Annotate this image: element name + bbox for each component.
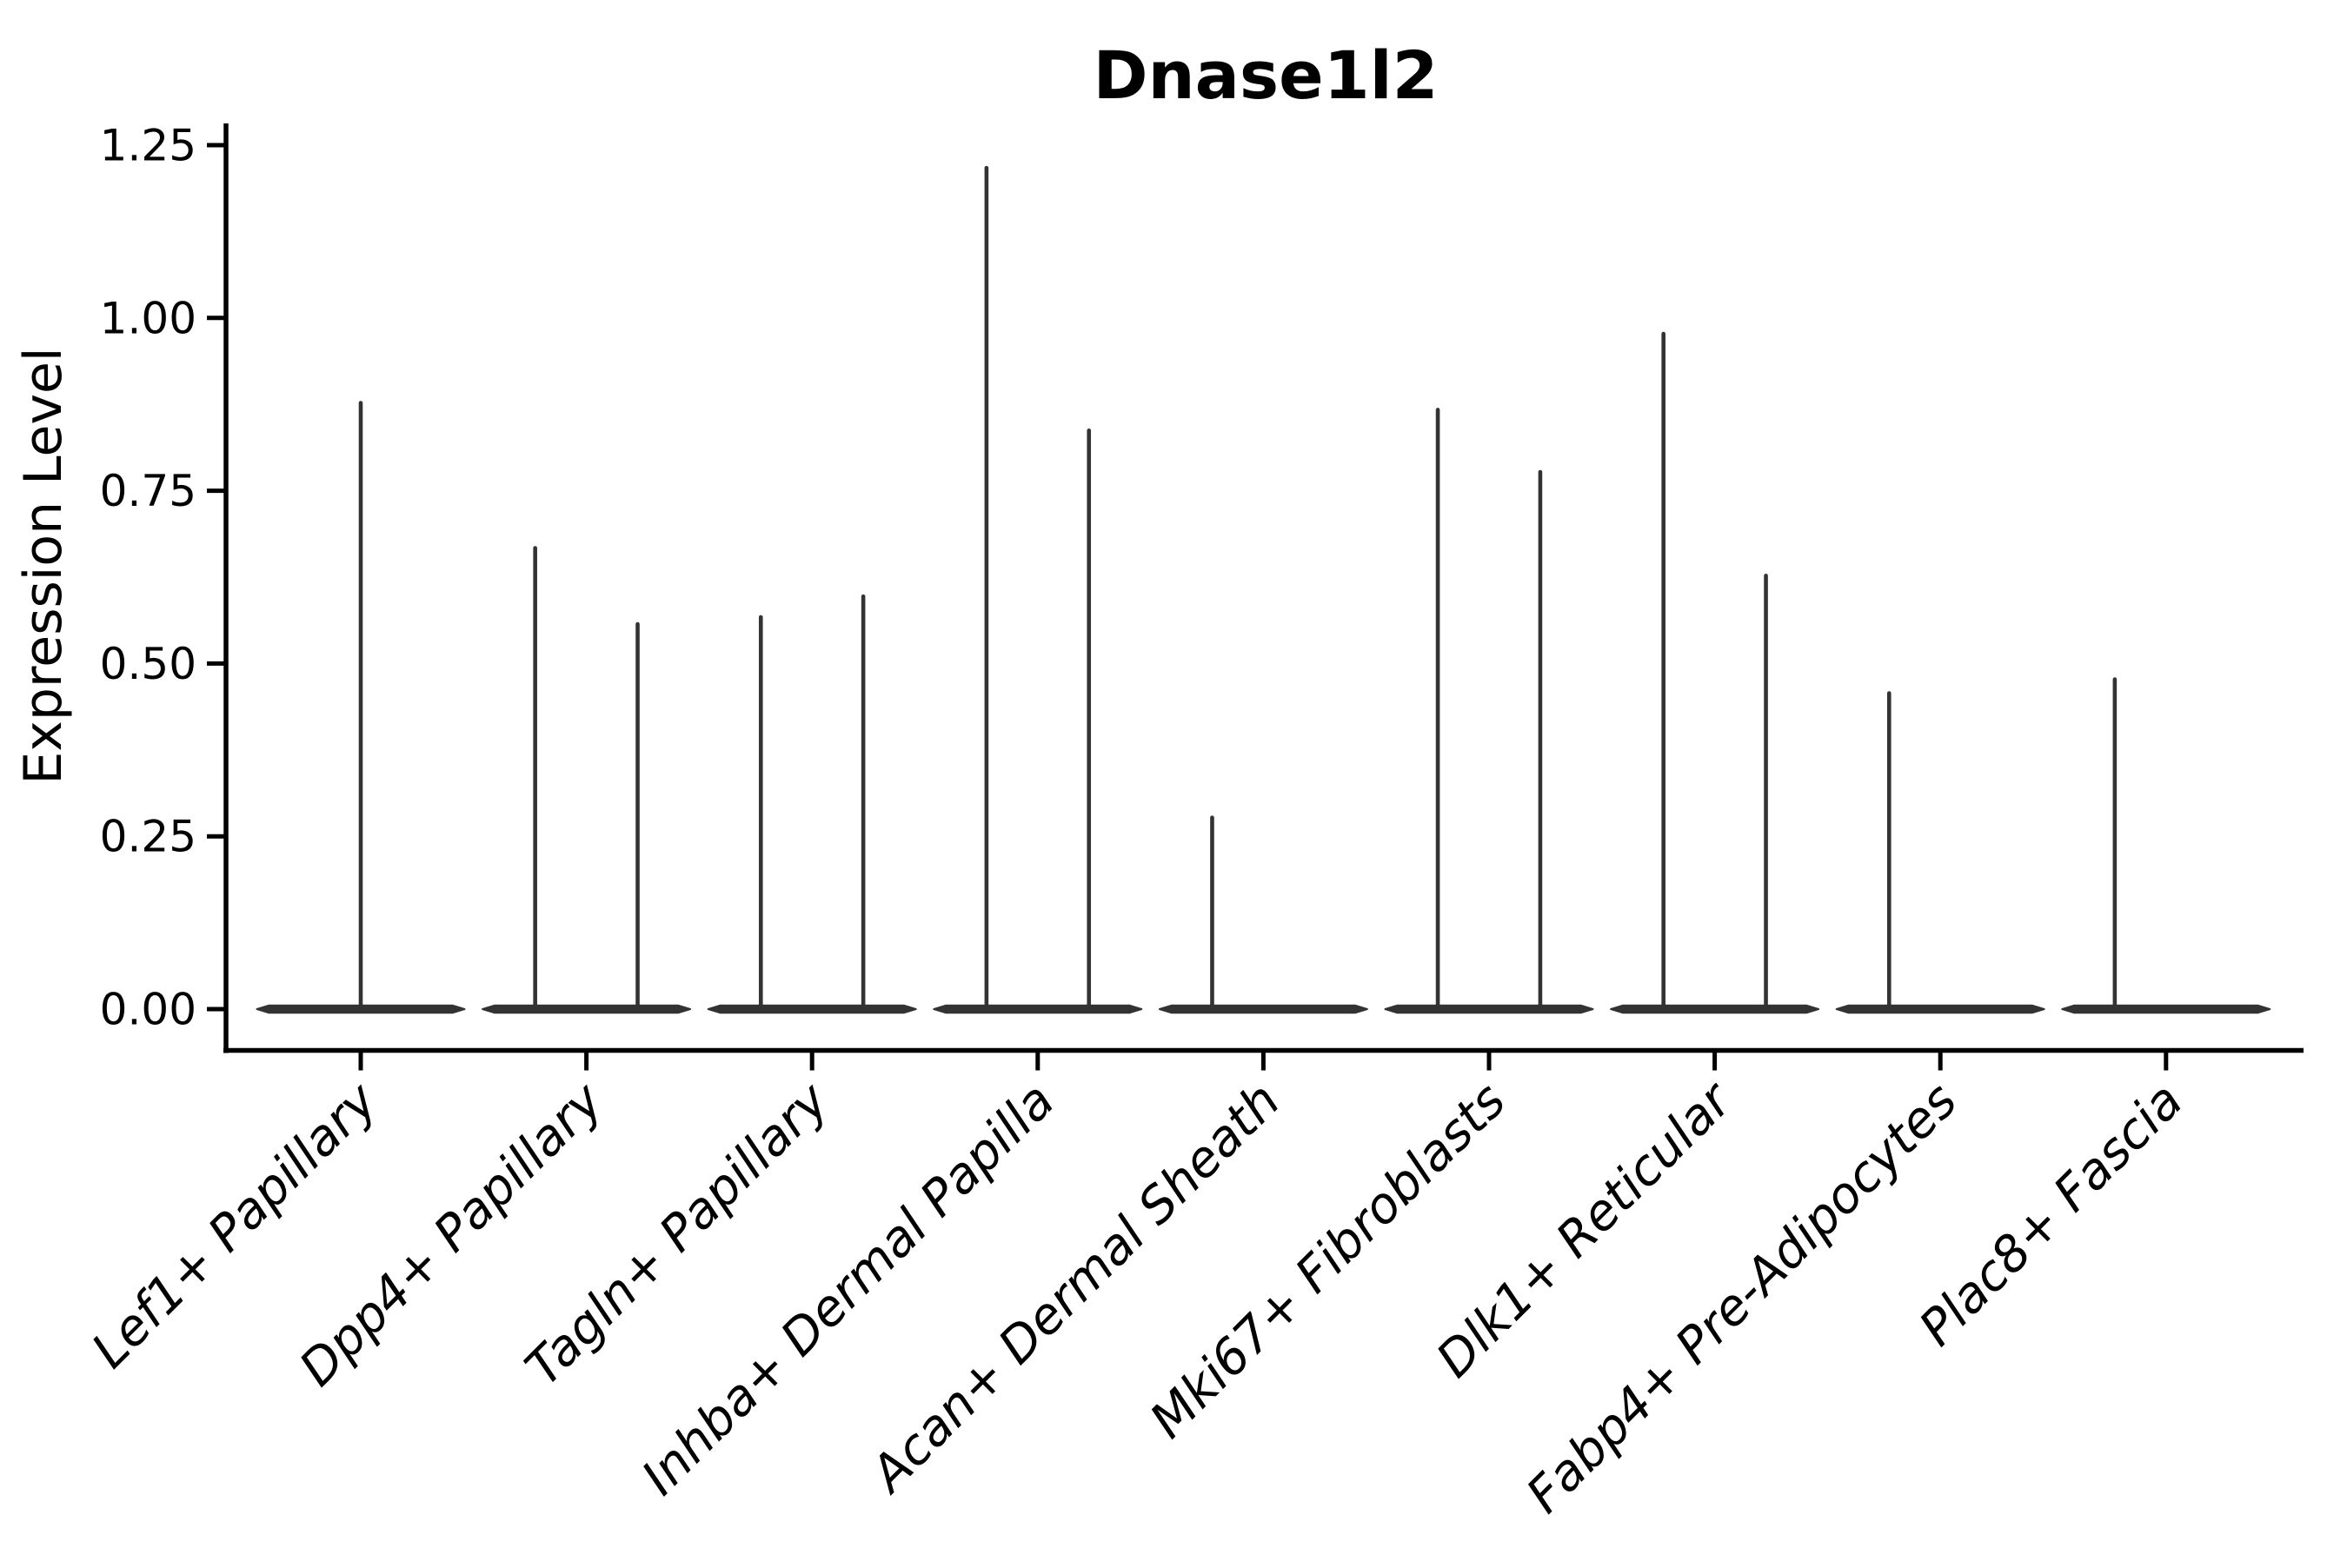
violin-base xyxy=(482,1004,692,1014)
chart-title: Dnase1l2 xyxy=(1093,37,1438,114)
violin-base xyxy=(1384,1004,1594,1014)
y-tick-label: 0.25 xyxy=(100,812,196,862)
violin-base xyxy=(933,1004,1143,1014)
x-tick-label: Inhba+ Dermal Papilla xyxy=(631,1072,1066,1506)
violin-base xyxy=(1835,1004,2045,1014)
y-tick-label: 0.00 xyxy=(100,985,196,1035)
x-tick-label: Acan+ Dermal Sheath xyxy=(858,1072,1291,1505)
y-axis-label: Expression Level xyxy=(13,347,74,784)
violin-base xyxy=(1158,1004,1368,1014)
violin-base xyxy=(2061,1004,2271,1014)
violin-base xyxy=(1610,1004,1820,1014)
y-tick-label: 1.00 xyxy=(100,293,196,343)
y-tick-label: 0.75 xyxy=(100,466,196,516)
y-tick-label: 1.25 xyxy=(100,121,196,171)
x-tick-label: Fabp4+ Pre-Adipocytes xyxy=(1516,1072,1968,1524)
y-tick-label: 0.50 xyxy=(100,639,196,689)
violin-base xyxy=(707,1004,917,1014)
